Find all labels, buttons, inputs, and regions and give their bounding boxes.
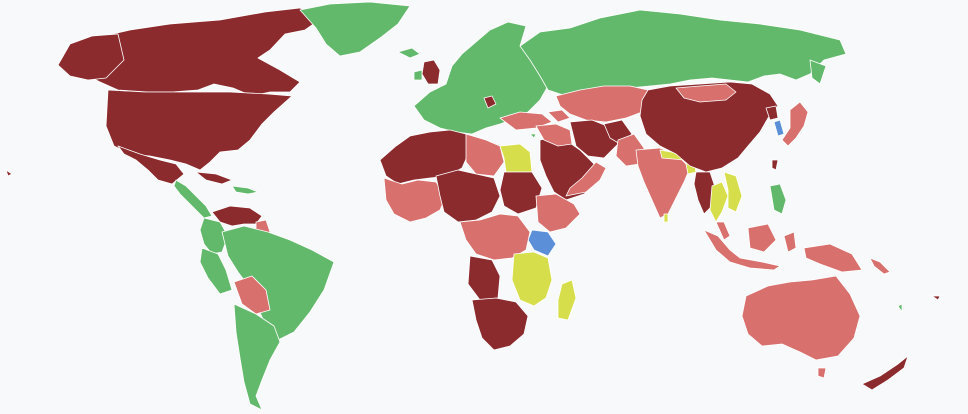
libya-region	[465, 133, 505, 177]
russia-region	[519, 9, 847, 97]
sumatra-java-region	[703, 229, 781, 271]
angola-region	[467, 255, 501, 301]
tasmania-region	[817, 367, 827, 379]
central-africa-region	[459, 213, 531, 261]
ethiopia-horn-region	[535, 193, 581, 233]
uk-region	[421, 59, 441, 85]
taiwan-region	[771, 159, 779, 171]
greenland-region	[299, 1, 411, 57]
colombia-region	[199, 217, 229, 255]
borneo-region	[747, 223, 777, 253]
japan-region	[781, 101, 809, 147]
australia-region	[741, 275, 861, 361]
philippines-region	[769, 183, 787, 215]
central-america-region	[173, 179, 213, 219]
madagascar-region	[557, 279, 577, 321]
serbia-region	[483, 95, 497, 109]
vanuatu-region	[897, 303, 903, 313]
east-africa-region	[511, 251, 553, 307]
caucasus-region	[547, 109, 571, 123]
sulawesi-region	[783, 231, 797, 253]
sahel-central-region	[435, 169, 501, 223]
fiji-region	[931, 295, 941, 301]
new-zealand-region	[861, 355, 909, 391]
china-region	[639, 81, 779, 173]
vietnam-region	[723, 171, 743, 213]
new-guinea-region	[803, 243, 863, 273]
mongolia-region	[675, 83, 737, 103]
cuba-region	[195, 171, 233, 185]
pacific-islands-region	[869, 257, 891, 275]
kamchatka-region	[809, 59, 827, 85]
caribbean-islands-region	[231, 185, 259, 195]
korea-south-region	[773, 119, 785, 137]
malay-peninsula-region	[715, 221, 731, 241]
mexico-region	[117, 145, 185, 185]
southern-africa-region	[471, 297, 529, 351]
iraq-syria-region	[535, 123, 573, 147]
sudan-region	[499, 171, 543, 215]
hawaii-region	[5, 169, 13, 177]
egypt-region	[499, 143, 533, 173]
sri-lanka-region	[663, 213, 669, 223]
argentina-chile-region	[233, 303, 281, 411]
iceland-region	[397, 47, 421, 59]
korea-north-region	[765, 105, 779, 121]
thailand-region	[709, 181, 729, 223]
cyprus-region	[529, 133, 537, 139]
yemen-oman-region	[565, 161, 607, 197]
west-africa-region	[383, 177, 447, 223]
bolivia-region	[233, 275, 271, 315]
alaska-region	[57, 33, 125, 81]
peru-region	[199, 247, 233, 295]
ireland-region	[413, 69, 423, 81]
